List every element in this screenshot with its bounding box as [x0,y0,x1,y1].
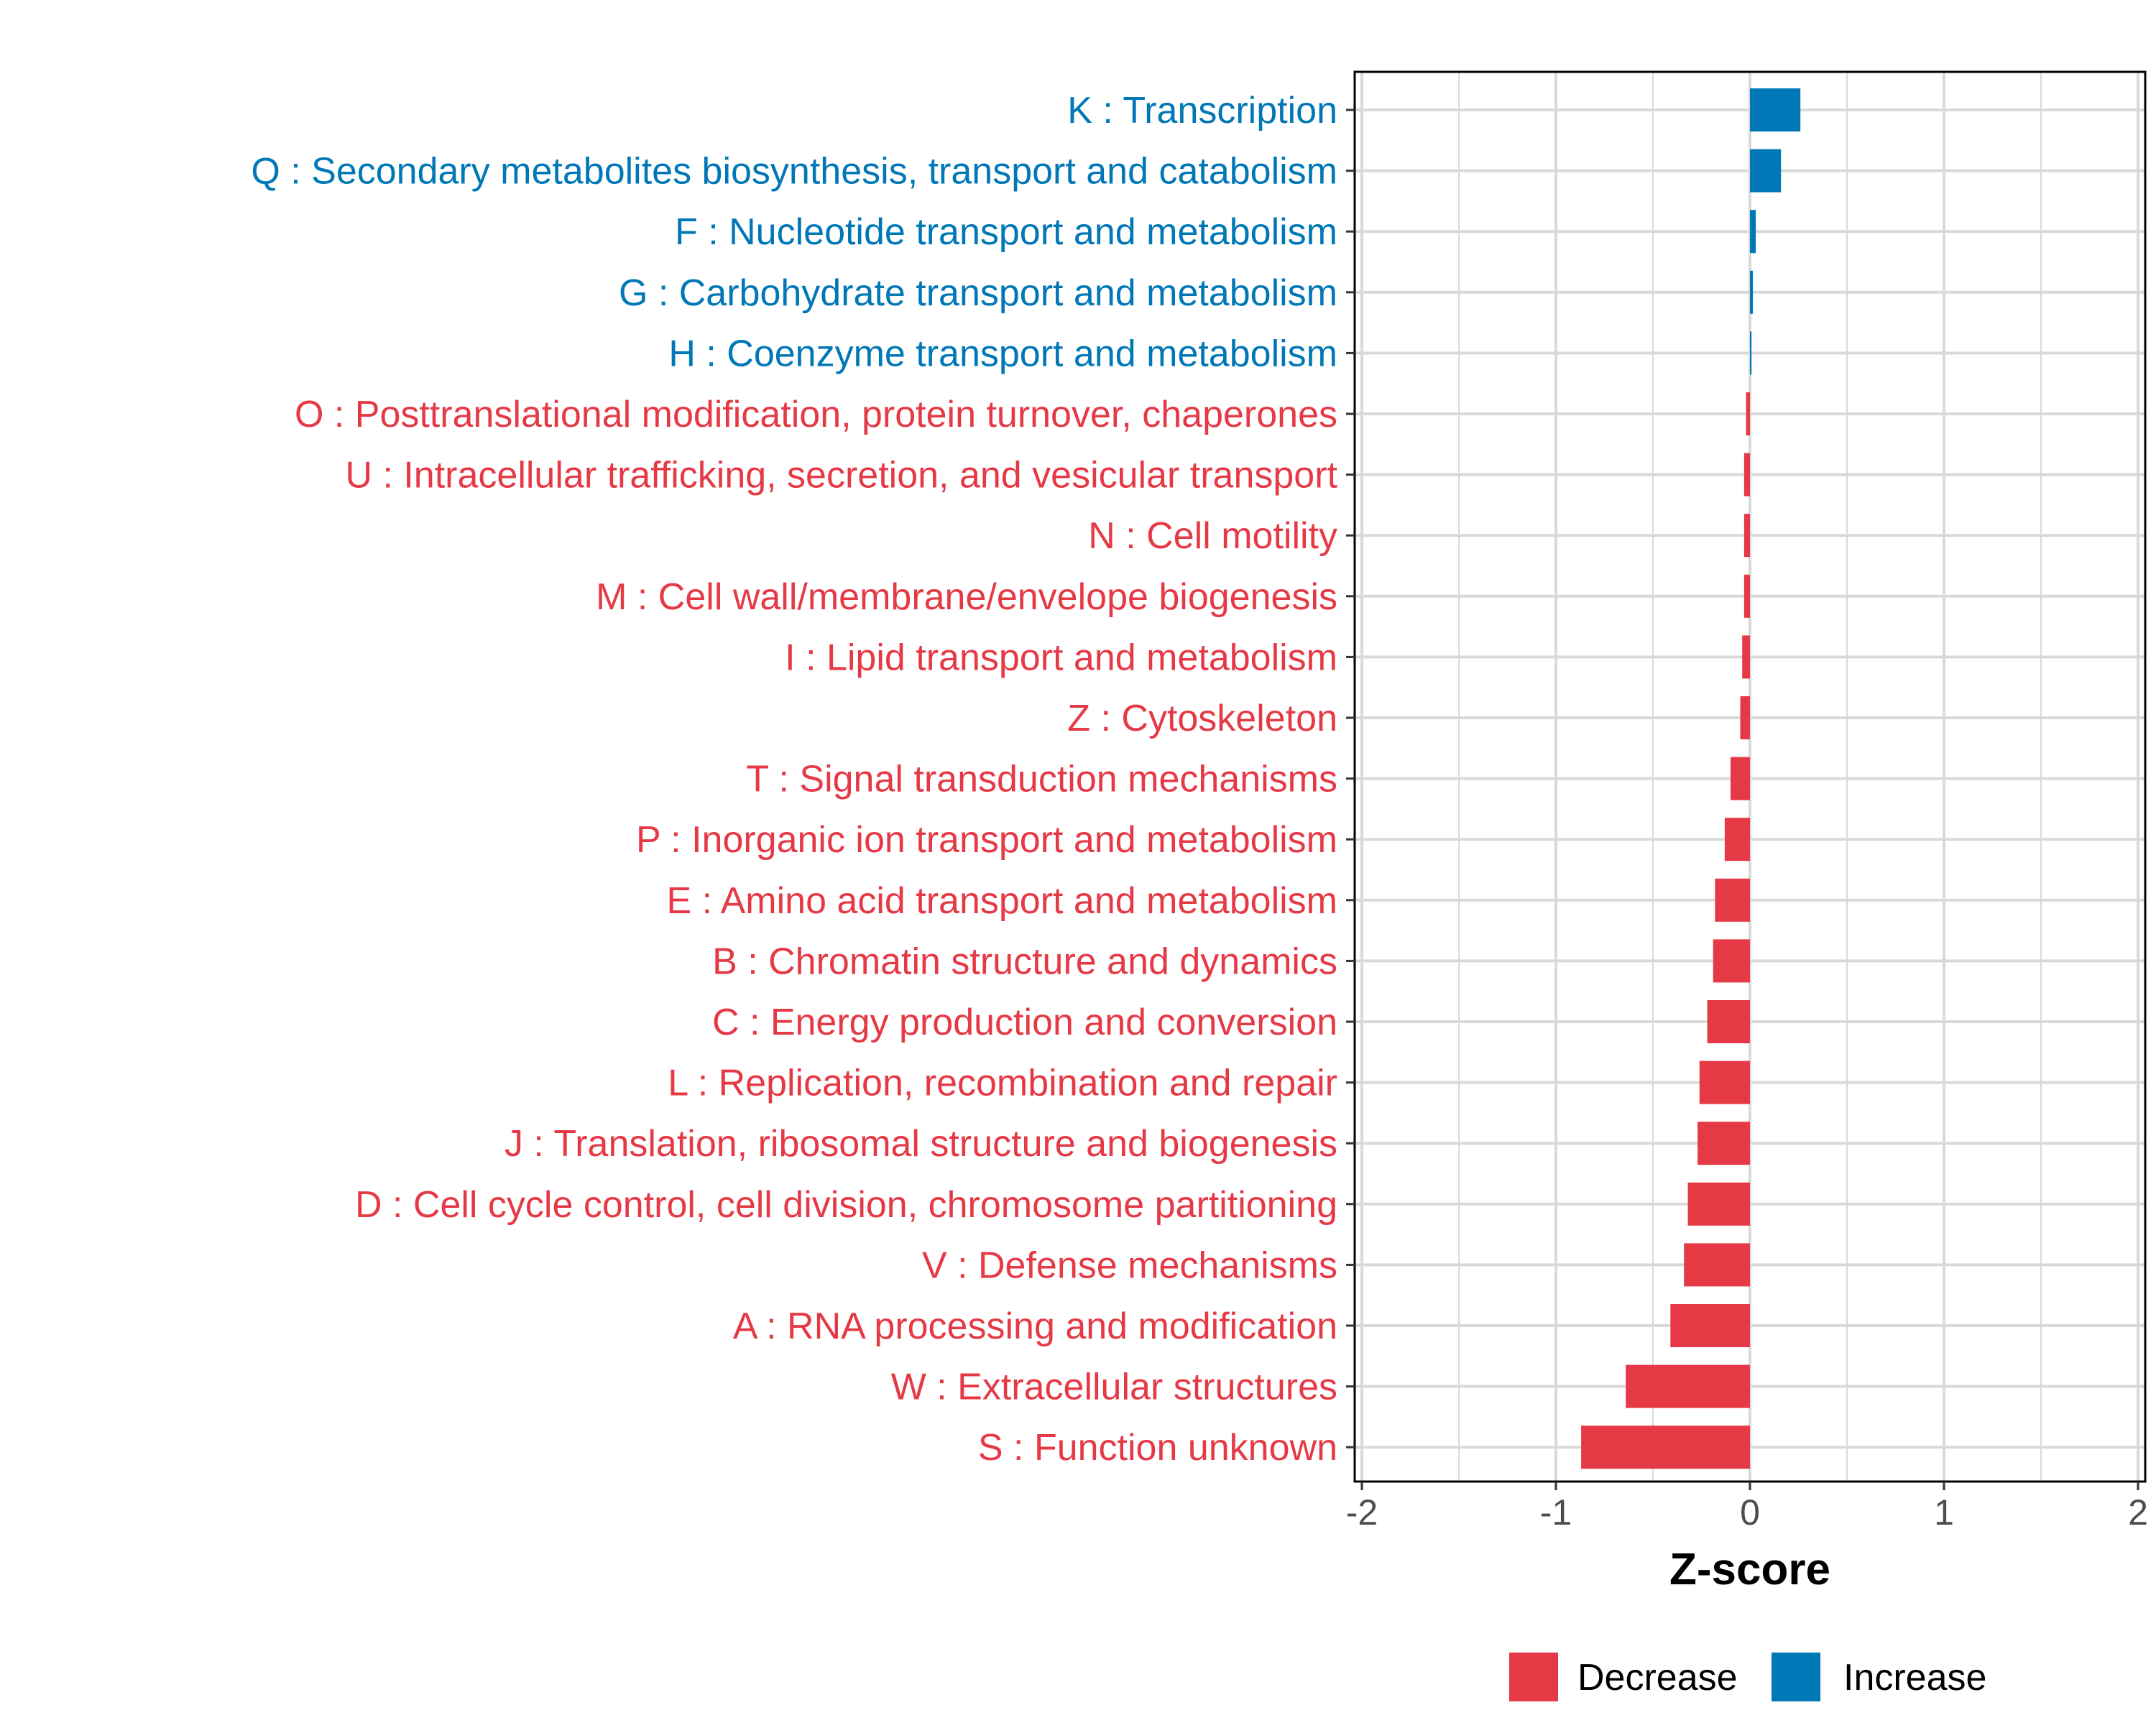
bar [1670,1304,1750,1347]
y-tick-label: L : Replication, recombination and repai… [668,1063,1337,1104]
y-tick-label: G : Carbohydrate transport and metabolis… [619,272,1337,314]
x-tick-label: -2 [1346,1492,1378,1533]
y-tick-label: J : Translation, ribosomal structure and… [505,1123,1337,1165]
bar [1687,1182,1750,1226]
bar [1740,696,1750,739]
y-tick-label: C : Energy production and conversion [712,1002,1337,1043]
bar [1626,1364,1750,1408]
x-tick-label: 0 [1740,1492,1760,1533]
x-tick-label: -1 [1540,1492,1572,1533]
bar [1750,88,1801,131]
bar [1743,514,1750,558]
bar [1724,818,1750,861]
y-axis: K : Transcription Q : Secondary metabolit… [251,90,1355,1469]
bar [1581,1426,1750,1469]
y-tick-label: F : Nucleotide transport and metabolism [675,211,1337,253]
y-tick-label: K : Transcription [1067,90,1337,131]
bar [1750,331,1752,375]
bar [1713,939,1750,983]
y-tick-label: H : Coenzyme transport and metabolism [668,333,1337,374]
bar [1746,392,1750,435]
y-tick-label: P : Inorganic ion transport and metaboli… [636,819,1337,861]
bar [1684,1243,1750,1287]
bar [1707,1000,1750,1043]
x-tick-label: 1 [1934,1492,1954,1533]
bar [1699,1061,1750,1104]
bar [1750,270,1754,314]
y-tick-label: I : Lipid transport and metabolism [785,637,1337,678]
bar [1750,210,1756,254]
x-axis: -2 -1 0 1 2 [1346,1482,2148,1533]
bar [1750,149,1782,193]
y-tick-label: A : RNA processing and modification [733,1306,1337,1347]
y-tick-label: Q : Secondary metabolites biosynthesis, … [251,151,1337,193]
y-tick-label: U : Intracellular trafficking, secretion… [345,455,1337,496]
bar [1715,878,1750,922]
y-tick-label: D : Cell cycle control, cell division, c… [355,1184,1337,1226]
legend-key-decrease [1509,1653,1558,1701]
bar [1743,574,1750,618]
y-tick-label: B : Chromatin structure and dynamics [712,941,1337,982]
y-tick-label: N : Cell motility [1088,515,1337,557]
bar [1743,453,1750,496]
y-tick-label: O : Posttranslational modification, prot… [295,394,1337,435]
y-tick-label: S : Function unknown [978,1427,1337,1469]
y-tick-label: T : Signal transduction mechanisms [746,759,1337,800]
y-tick-label: V : Defense mechanisms [922,1244,1337,1286]
y-tick-label: Z : Cytoskeleton [1067,698,1337,739]
bar-layer [1581,88,1801,1469]
bar [1742,635,1750,679]
legend: Decrease Increase [1509,1653,1986,1701]
y-tick-label: W : Extracellular structures [891,1367,1337,1408]
legend-key-increase [1772,1653,1820,1701]
y-tick-label: E : Amino acid transport and metabolism [666,880,1337,922]
x-axis-title: Z-score [1669,1545,1830,1594]
y-tick-label: M : Cell wall/membrane/envelope biogenes… [596,576,1337,618]
legend-label-increase: Increase [1843,1657,1986,1699]
x-tick-label: 2 [2128,1492,2148,1533]
bar [1697,1122,1750,1165]
legend-label-decrease: Decrease [1577,1657,1738,1699]
bar [1731,757,1750,800]
